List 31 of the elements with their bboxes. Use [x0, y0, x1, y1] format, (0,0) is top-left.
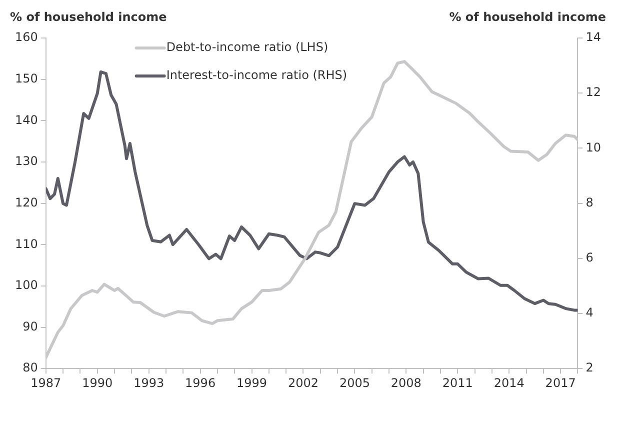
y-tick-label: 160: [15, 30, 38, 44]
y-tick-label: 130: [15, 154, 38, 168]
x-tick-label: 2011: [442, 376, 473, 390]
y2-tick-label: 8: [586, 195, 594, 210]
x-tick-label: 2017: [545, 376, 576, 390]
y2-tick-label: 12: [586, 85, 602, 100]
y2-tick-label: 2: [586, 360, 594, 375]
y2-tick-label: 4: [586, 306, 594, 320]
y-tick-label: 120: [15, 195, 38, 210]
y-tick-label: 150: [15, 71, 38, 86]
x-tick-label: 1993: [134, 376, 164, 390]
x-tick-label: 2005: [339, 376, 370, 390]
x-tick-label: 2008: [390, 376, 422, 390]
x-tick-label: 1996: [185, 376, 216, 390]
y-axis-title: % of household income: [10, 10, 167, 24]
y-tick-label: 100: [15, 278, 38, 292]
y-tick-label: 140: [15, 112, 38, 127]
y-tick-label: 90: [22, 319, 38, 334]
x-tick-label: 2002: [288, 376, 319, 390]
x-tick-label: 1987: [30, 376, 62, 390]
y2-tick-label: 6: [586, 250, 594, 265]
x-tick-label: 1999: [236, 376, 268, 390]
y-tick-label: 80: [22, 360, 38, 375]
x-tick-label: 1990: [82, 376, 113, 390]
y-tick-label: 110: [15, 236, 38, 251]
y2-tick-label: 14: [586, 30, 602, 44]
y2-axis-title: % of household income: [449, 10, 606, 24]
y2-tick-label: 10: [586, 140, 602, 154]
legend-label: Debt-to-income ratio (LHS): [166, 40, 328, 54]
legend-label: Interest-to-income ratio (RHS): [166, 68, 348, 82]
x-tick-label: 2014: [494, 376, 524, 390]
